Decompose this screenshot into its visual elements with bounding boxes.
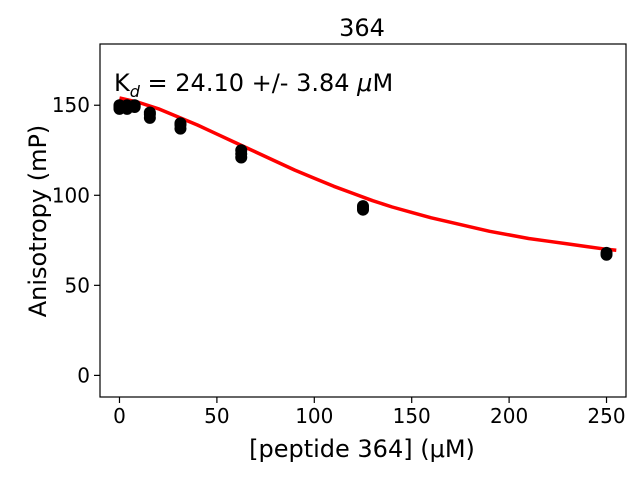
y-tick-label: 150 bbox=[52, 93, 90, 117]
fit-curve bbox=[119, 96, 617, 252]
data-point bbox=[174, 117, 187, 130]
x-tick-label: 250 bbox=[587, 404, 625, 428]
kd-annotation-mu: μ bbox=[356, 69, 372, 97]
x-tick-label: 200 bbox=[490, 404, 528, 428]
x-tick-label: 50 bbox=[204, 404, 229, 428]
kd-annotation-sub: d bbox=[130, 82, 141, 101]
plot-area: 0 50 100 150 200 250 0 50 100 150 bbox=[52, 43, 627, 428]
kd-annotation-unit: M bbox=[372, 69, 393, 97]
y-axis-label: Anisotropy (mP) bbox=[24, 125, 52, 318]
x-axis-label: [peptide 364] (μM) bbox=[249, 435, 475, 463]
data-point bbox=[357, 200, 369, 213]
kd-annotation-k: K bbox=[114, 69, 131, 97]
x-tick-label: 0 bbox=[113, 404, 126, 428]
y-tick-label: 100 bbox=[52, 183, 90, 207]
x-tick-label: 100 bbox=[295, 404, 333, 428]
data-point bbox=[143, 106, 156, 119]
y-tick-label: 0 bbox=[77, 363, 90, 387]
kd-annotation-rest: = 24.10 +/- 3.84 bbox=[140, 69, 357, 97]
y-tick-label: 50 bbox=[65, 273, 90, 297]
data-point bbox=[600, 246, 613, 259]
data-point bbox=[235, 144, 248, 157]
kd-annotation: Kd = 24.10 +/- 3.84 μM bbox=[114, 69, 393, 101]
chart-title: 364 bbox=[339, 14, 385, 42]
x-tick-label: 150 bbox=[393, 404, 431, 428]
plot-frame bbox=[99, 43, 627, 398]
data-point bbox=[128, 99, 141, 112]
